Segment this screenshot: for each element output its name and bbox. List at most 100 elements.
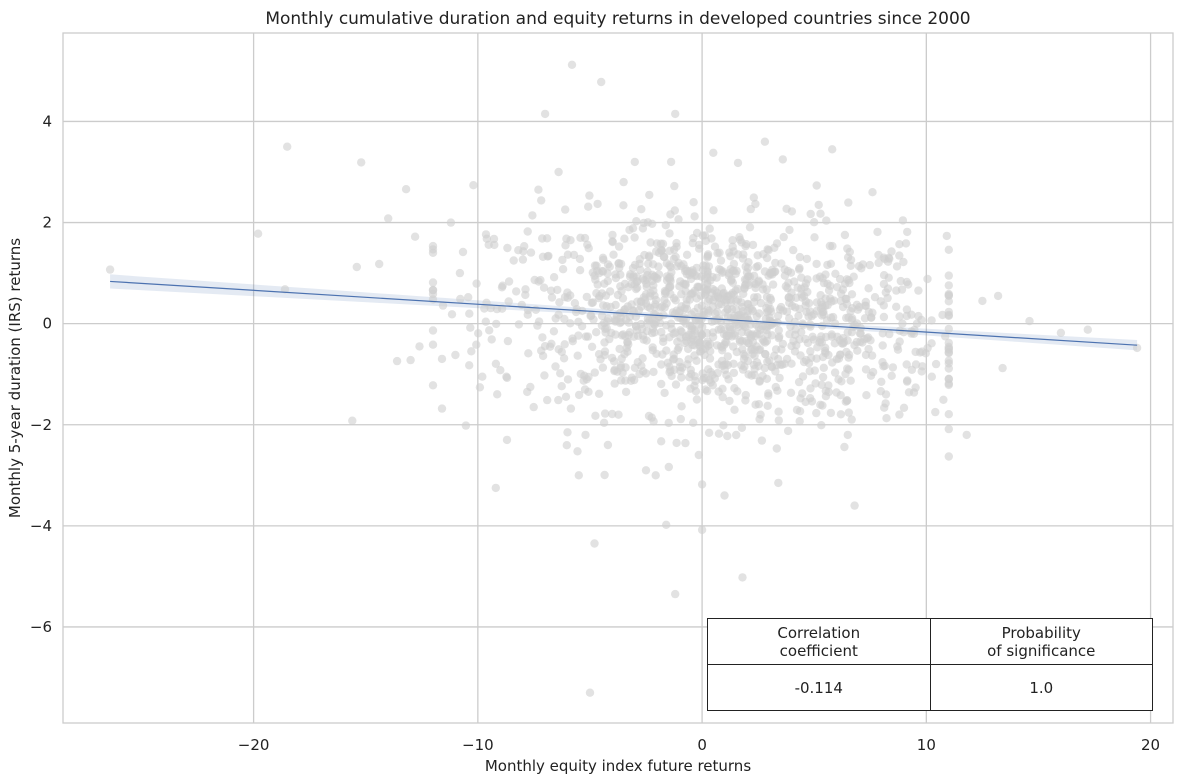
scatter-point <box>856 329 865 338</box>
scatter-point <box>563 428 572 437</box>
scatter-point <box>726 252 735 261</box>
x-tick-label: −20 <box>238 736 270 754</box>
scatter-point <box>743 300 753 309</box>
scatter-point <box>619 201 628 210</box>
scatter-point <box>608 237 617 246</box>
table-header-line: of significance <box>987 641 1096 660</box>
scatter-point <box>818 372 828 382</box>
scatter-point <box>608 409 617 419</box>
scatter-point <box>566 404 576 413</box>
scatter-point <box>536 275 545 285</box>
scatter-point <box>682 250 692 259</box>
scatter-point <box>568 337 577 346</box>
scatter-point <box>575 266 585 275</box>
scatter-point <box>876 387 885 396</box>
scatter-point <box>571 307 581 317</box>
scatter-point <box>843 364 852 373</box>
table-value-row: -0.114 1.0 <box>707 664 1153 711</box>
scatter-point <box>518 255 528 264</box>
scatter-point <box>846 307 855 316</box>
scatter-point <box>681 287 690 296</box>
scatter-point <box>466 323 475 332</box>
scatter-point <box>685 295 694 304</box>
scatter-point <box>481 317 490 326</box>
scatter-point <box>504 277 514 286</box>
scatter-point <box>461 421 471 430</box>
scatter-point <box>551 362 560 371</box>
scatter-point <box>590 368 599 377</box>
scatter-point <box>657 327 666 337</box>
scatter-point <box>624 283 633 292</box>
scatter-point <box>703 273 712 282</box>
table-header-cell: Correlation coefficient <box>707 618 931 665</box>
scatter-point <box>723 352 732 361</box>
scatter-point <box>898 216 908 225</box>
scatter-point <box>671 328 680 337</box>
scatter-point <box>739 354 749 364</box>
scatter-point <box>474 329 483 338</box>
scatter-point <box>644 411 654 421</box>
scatter-point <box>537 346 546 355</box>
scatter-point <box>675 308 684 317</box>
scatter-point <box>673 345 682 355</box>
scatter-point <box>591 411 600 420</box>
scatter-point <box>529 402 538 412</box>
scatter-point <box>915 348 925 357</box>
scatter-point <box>617 286 626 296</box>
scatter-point <box>862 334 872 343</box>
scatter-point <box>560 314 569 324</box>
scatter-point <box>600 470 609 480</box>
scatter-point <box>765 268 775 278</box>
y-tick-labels: −6 −4 −2 0 2 4 <box>30 112 52 635</box>
scatter-point <box>105 265 115 274</box>
scatter-point <box>828 145 837 154</box>
scatter-point <box>944 281 953 290</box>
scatter-point <box>899 328 908 337</box>
scatter-point <box>836 289 846 298</box>
scatter-point <box>721 360 731 369</box>
scatter-point <box>771 382 780 392</box>
scatter-point <box>712 273 721 282</box>
scatter-point <box>708 370 717 379</box>
scatter-point <box>607 353 617 363</box>
scatter-point <box>611 330 620 339</box>
scatter-point <box>410 232 420 241</box>
scatter-point <box>451 350 460 360</box>
scatter-point <box>697 525 707 535</box>
scatter-point <box>656 303 665 312</box>
scatter-point <box>547 339 556 348</box>
scatter-point <box>682 304 692 314</box>
scatter-point <box>711 309 720 318</box>
scatter-point <box>758 335 767 344</box>
scatter-point <box>720 491 729 500</box>
scatter-point <box>539 283 549 292</box>
scatter-point <box>583 240 592 249</box>
scatter-point <box>446 218 456 227</box>
scatter-point <box>415 342 424 351</box>
scatter-point <box>911 383 920 392</box>
scatter-point <box>864 284 873 293</box>
scatter-point <box>467 347 476 356</box>
scatter-point <box>574 390 584 400</box>
scatter-point <box>835 274 845 284</box>
scatter-point <box>777 259 786 268</box>
scatter-point <box>774 334 783 343</box>
scatter-point <box>998 363 1007 373</box>
scatter-point <box>718 392 727 402</box>
scatter-point <box>895 240 904 249</box>
scatter-point <box>384 214 393 223</box>
scatter-point <box>944 324 953 334</box>
scatter-point <box>723 431 732 441</box>
scatter-point <box>1132 343 1142 353</box>
scatter-point <box>554 167 563 177</box>
scatter-point <box>751 280 760 289</box>
scatter-point <box>549 327 559 336</box>
scatter-point <box>664 418 673 428</box>
scatter-point <box>575 254 585 264</box>
scatter-point <box>843 244 852 253</box>
scatter-point <box>645 190 654 200</box>
scatter-point <box>879 279 889 289</box>
scatter-point <box>792 293 801 302</box>
scatter-point <box>709 148 718 157</box>
scatter-point <box>465 309 474 318</box>
